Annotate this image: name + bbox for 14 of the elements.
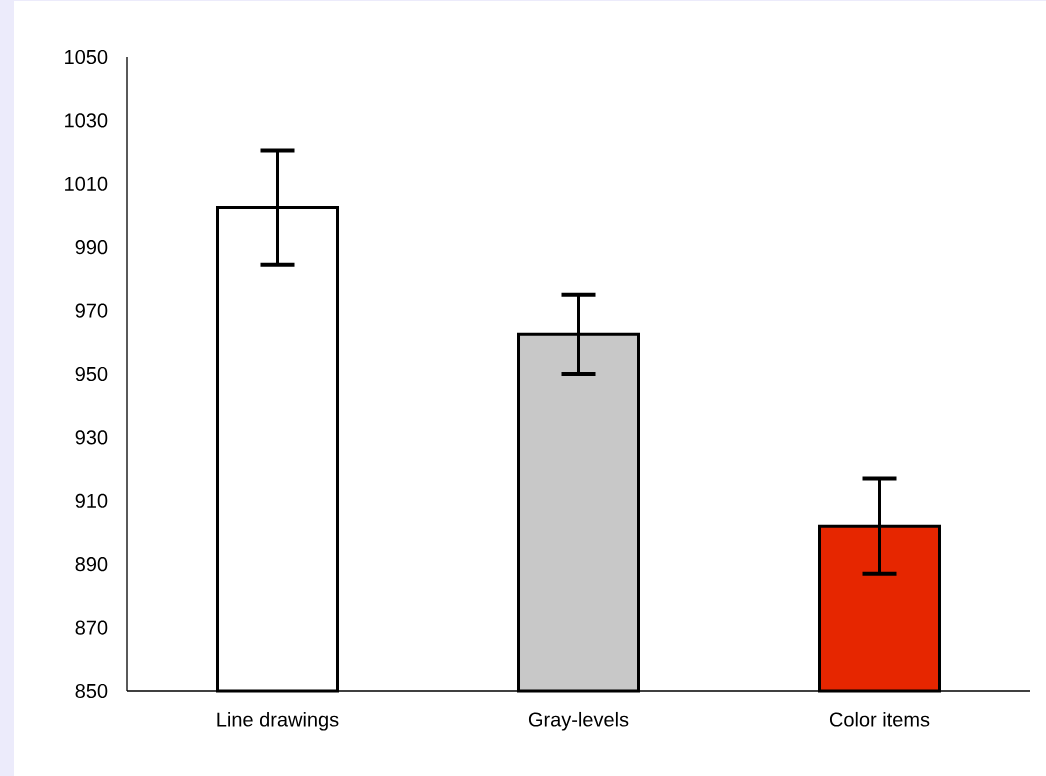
x-tick-label: Line drawings: [217, 711, 339, 731]
y-tick-label: 850: [75, 683, 108, 699]
y-tick-label: 1050: [65, 49, 108, 65]
y-tick-label: 870: [75, 620, 108, 635]
y-tick-label: 950: [75, 366, 108, 382]
y-tick-label: 970: [75, 303, 108, 318]
y-tick-label: 930: [75, 430, 108, 445]
y-tick-label: 1030: [65, 113, 108, 128]
y-tick-label: 890: [75, 557, 108, 572]
y-tick-label: 990: [75, 240, 108, 255]
x-tick-label: Color items: [829, 711, 930, 727]
y-tick-label: 910: [75, 493, 108, 508]
y-tick-label: 1010: [65, 176, 108, 191]
x-tick-label: Gray-levels: [528, 711, 629, 731]
